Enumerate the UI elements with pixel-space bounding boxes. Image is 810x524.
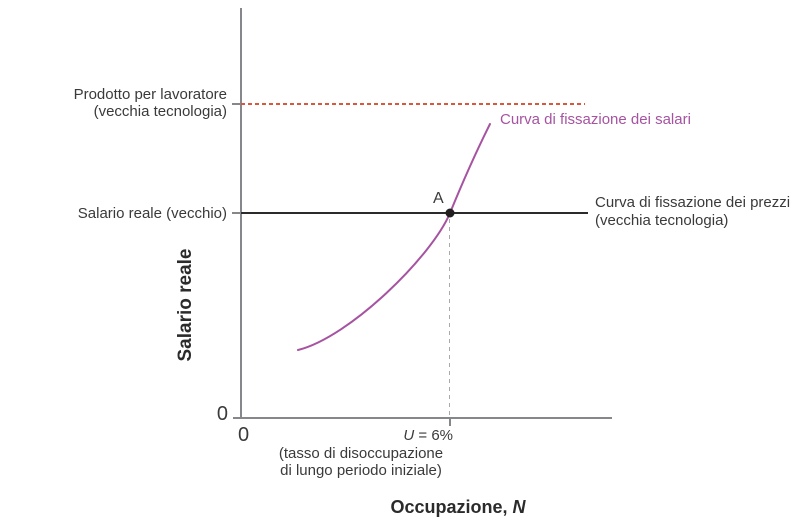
real-wage-old-label: Salario reale (vecchio) (77, 205, 227, 222)
product-per-worker-label-line1: Prodotto per lavoratore (73, 86, 227, 103)
u-value: = 6% (414, 427, 453, 444)
y-axis-tick-real-wage (232, 212, 241, 214)
y-axis-tick-product (232, 103, 241, 105)
price-setting-curve-label-line1: Curva di fissazione dei prezzi (595, 194, 791, 211)
product-per-worker-label: Prodotto per lavoratore (vecchia tecnolo… (57, 86, 227, 120)
u-equals-6-label: U = 6% (333, 427, 453, 444)
u-note-line2: di lungo periodo iniziale) (280, 462, 442, 479)
wage-setting-curve-path (297, 123, 491, 351)
price-setting-curve-label-line2: (vecchia tecnologia) (595, 212, 729, 229)
x-axis-title-variable: N (512, 497, 526, 517)
y-origin-label: 0 (216, 403, 228, 425)
x-axis-title-text: Occupazione, (390, 497, 513, 517)
wage-setting-curve-label: Curva di fissazione dei salari (500, 111, 691, 128)
product-per-worker-dashed-line (241, 103, 585, 105)
u-note-line1: (tasso di disoccupazione (278, 445, 444, 462)
product-per-worker-label-line2: (vecchia tecnologia) (93, 103, 227, 120)
x-origin-label: 0 (238, 424, 250, 446)
price-setting-curve-line (241, 212, 588, 214)
u-variable: U (403, 427, 415, 444)
point-a-label: A (433, 190, 444, 207)
x-axis-line (233, 417, 612, 419)
vertical-guide-dashed-line (449, 219, 450, 417)
price-setting-curve-label: Curva di fissazione dei prezzi (vecchia … (595, 194, 790, 230)
u-note-label: (tasso di disoccupazione di lungo period… (251, 445, 471, 479)
y-axis-title: Salario reale (175, 248, 196, 362)
x-axis-tick-u6 (449, 419, 451, 426)
x-axis-title: Occupazione, N (340, 497, 576, 518)
